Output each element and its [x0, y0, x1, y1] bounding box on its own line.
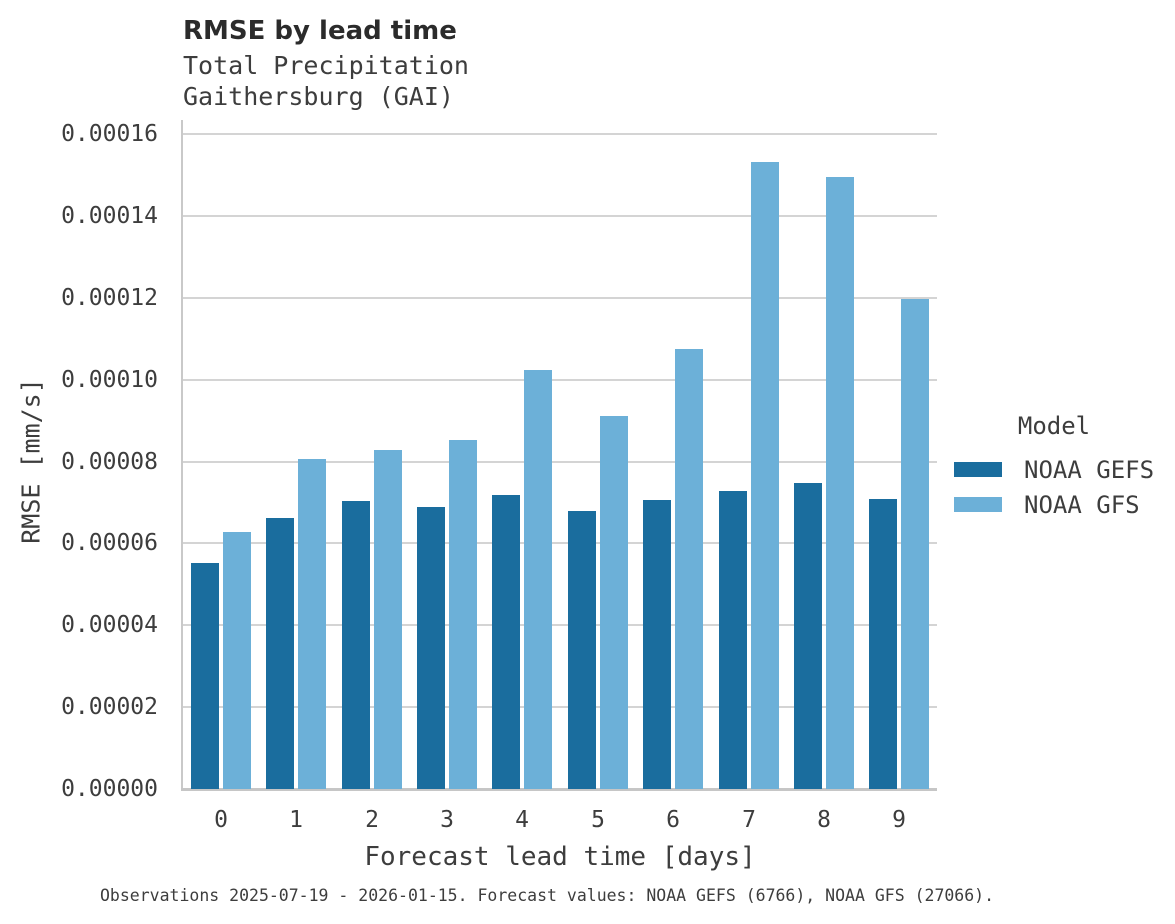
x-tick-label: 3	[440, 807, 454, 833]
bar-noaa-gefs-lead-6	[643, 500, 671, 789]
x-tick-label: 4	[515, 807, 529, 833]
y-axis-spine	[181, 120, 183, 789]
x-tick-label: 1	[289, 807, 303, 833]
bar-noaa-gfs-lead-3	[449, 440, 477, 789]
legend-swatch-noaa-gfs	[954, 497, 1002, 512]
x-tick-label: 5	[591, 807, 605, 833]
gridline	[183, 214, 937, 217]
y-tick-label: 0.00000	[61, 776, 158, 802]
bar-noaa-gefs-lead-5	[568, 511, 596, 789]
gridline	[183, 378, 937, 381]
chart-title: RMSE by lead time	[183, 16, 457, 46]
x-tick-label: 6	[666, 807, 680, 833]
bar-noaa-gefs-lead-8	[794, 483, 822, 789]
bar-noaa-gfs-lead-7	[751, 162, 779, 789]
x-axis-title: Forecast lead time [days]	[364, 842, 756, 872]
plot-area: 0 1 2 3 4 5 6 7 8 9	[183, 120, 937, 833]
x-axis-baseline	[181, 788, 937, 791]
gridline	[183, 460, 937, 463]
bar-noaa-gefs-lead-4	[492, 495, 520, 789]
legend-label-noaa-gefs: NOAA GEFS	[1024, 455, 1155, 484]
y-tick-label: 0.00008	[61, 448, 158, 475]
bar-noaa-gefs-lead-7	[719, 491, 747, 789]
gridline	[183, 542, 937, 545]
x-tick-label: 8	[817, 807, 831, 833]
caption-text: Observations 2025-07-19 - 2026-01-15. Fo…	[100, 886, 995, 905]
gridline	[183, 133, 937, 135]
y-tick-label: 0.00010	[61, 366, 158, 393]
y-tick-label: 0.00012	[61, 284, 158, 311]
bar-noaa-gefs-lead-3	[417, 507, 445, 789]
y-tick-label: 0.00002	[61, 694, 158, 721]
legend-entry-noaa-gfs: NOAA GFS	[954, 487, 1154, 522]
legend-swatch-noaa-gefs	[954, 462, 1002, 477]
legend-title: Model	[1017, 412, 1091, 440]
gridline	[183, 624, 937, 627]
chart-subtitle-line1: Total Precipitation	[183, 51, 469, 80]
bar-noaa-gefs-lead-0	[191, 563, 219, 789]
y-tick-label: 0.00004	[61, 612, 158, 639]
bar-noaa-gfs-lead-4	[524, 370, 552, 789]
y-tick-label: 0.00006	[61, 530, 158, 557]
bar-noaa-gfs-lead-8	[826, 177, 854, 789]
bar-noaa-gfs-lead-9	[901, 299, 929, 789]
bar-noaa-gfs-lead-5	[600, 416, 628, 789]
legend: Model NOAA GEFS NOAA GFS	[954, 412, 1154, 522]
legend-entry-noaa-gefs: NOAA GEFS	[954, 452, 1154, 487]
bar-noaa-gfs-lead-6	[675, 349, 703, 789]
bar-noaa-gefs-lead-1	[266, 518, 294, 789]
x-tick-label: 0	[214, 807, 228, 833]
chart-subtitle-line2: Gaithersburg (GAI)	[183, 82, 454, 111]
y-axis-ticks: 0.00000 0.00002 0.00004 0.00006 0.00008 0.000…	[0, 120, 158, 802]
chart-subtitle: Total Precipitation Gaithersburg (GAI)	[183, 50, 469, 112]
bar-noaa-gfs-lead-2	[374, 450, 402, 789]
bar-noaa-gefs-lead-2	[342, 501, 370, 789]
bar-noaa-gfs-lead-1	[298, 459, 326, 789]
y-tick-label: 0.00016	[61, 121, 158, 147]
legend-label-noaa-gfs: NOAA GFS	[1024, 490, 1140, 519]
gridline	[183, 296, 937, 299]
x-tick-label: 7	[742, 807, 756, 833]
bar-noaa-gfs-lead-0	[223, 532, 251, 789]
x-tick-label: 9	[892, 807, 906, 833]
y-tick-label: 0.00014	[61, 202, 158, 229]
x-tick-label: 2	[365, 807, 379, 833]
gridline	[183, 706, 937, 709]
bar-noaa-gefs-lead-9	[869, 499, 897, 789]
